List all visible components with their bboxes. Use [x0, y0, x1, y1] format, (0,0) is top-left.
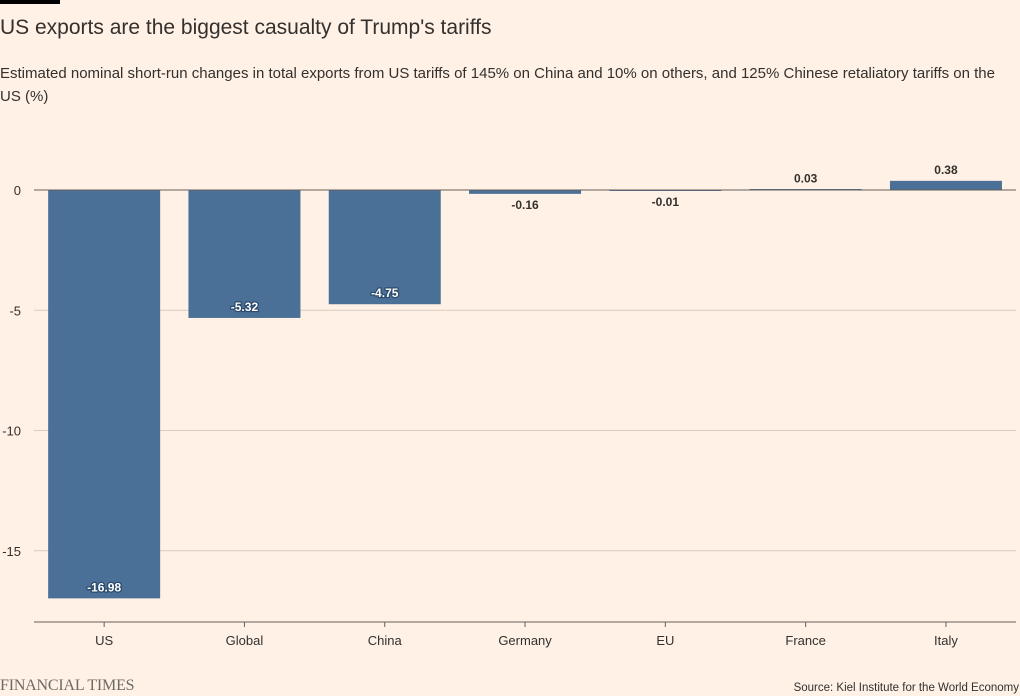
- value-label-global: -5.32: [231, 300, 259, 314]
- x-tick-label-italy: Italy: [934, 633, 958, 648]
- bar-china: [328, 190, 441, 305]
- value-label-china: -4.75: [371, 286, 399, 300]
- x-tick-label-china: China: [368, 633, 403, 648]
- y-tick-label: -5: [9, 303, 21, 318]
- value-label-italy: 0.38: [934, 163, 958, 177]
- bar-us: [48, 190, 161, 599]
- ft-top-rule: [0, 0, 60, 4]
- value-label-us: -16.98: [87, 580, 121, 594]
- x-tick-label-germany: Germany: [498, 633, 552, 648]
- ft-logo: FINANCIAL TIMES: [0, 677, 135, 694]
- value-label-eu: -0.01: [652, 195, 680, 209]
- x-tick-label-global: Global: [226, 633, 264, 648]
- chart-title: US exports are the biggest casualty of T…: [0, 16, 492, 39]
- x-tick-label-us: US: [95, 633, 113, 648]
- bar-global: [188, 190, 301, 318]
- bar-germany: [469, 190, 582, 194]
- value-label-germany: -0.16: [511, 198, 539, 212]
- y-tick-label: -10: [2, 424, 21, 439]
- y-tick-label: 0: [14, 183, 21, 198]
- y-tick-label: -15: [2, 544, 21, 559]
- value-label-france: 0.03: [794, 171, 818, 185]
- bar-italy: [889, 180, 1002, 190]
- x-tick-label-france: France: [785, 633, 825, 648]
- chart-subtitle: Estimated nominal short-run changes in t…: [0, 65, 995, 105]
- source-note: Source: Kiel Institute for the World Eco…: [793, 682, 1019, 694]
- x-tick-label-eu: EU: [656, 633, 674, 648]
